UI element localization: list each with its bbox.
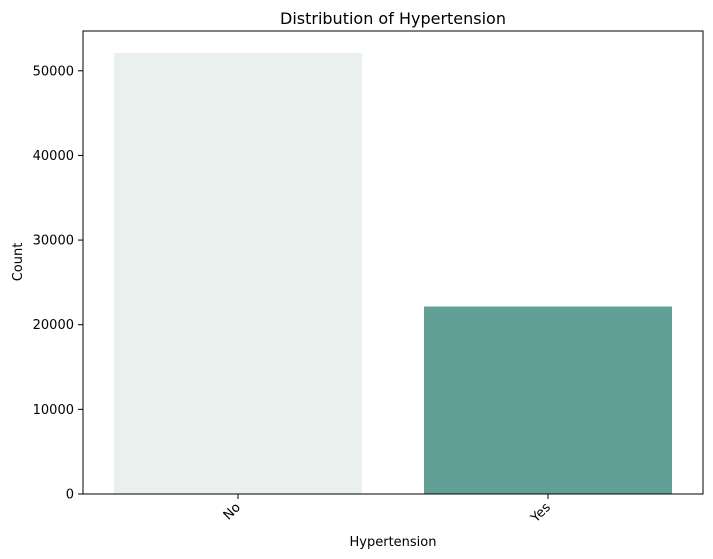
x-axis-ticks: No Yes: [221, 494, 554, 526]
bar-no: [114, 53, 362, 494]
y-tick-label: 10000: [33, 403, 74, 418]
bars-group: [114, 53, 672, 494]
y-tick-label: 50000: [33, 64, 74, 79]
y-tick-label: 30000: [33, 234, 74, 249]
chart-title: Distribution of Hypertension: [280, 9, 506, 28]
y-tick-label: 0: [66, 488, 74, 503]
plot-frame: [82, 30, 704, 495]
x-axis-label: Hypertension: [350, 535, 437, 550]
bar-yes: [424, 306, 672, 494]
y-axis-ticks: 0 10000 20000 30000 40000 50000: [33, 64, 83, 503]
y-tick-label: 20000: [33, 318, 74, 333]
x-tick-label: No: [221, 500, 244, 523]
x-tick-label: Yes: [528, 500, 554, 526]
y-axis-label: Count: [11, 243, 26, 282]
y-tick-label: 40000: [33, 149, 74, 164]
